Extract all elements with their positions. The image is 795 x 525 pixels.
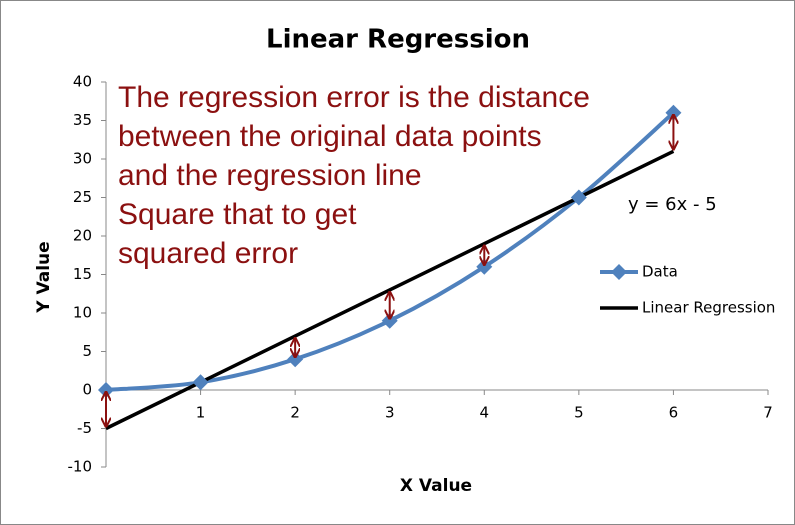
y-tick-label: 40 xyxy=(73,73,92,91)
x-tick-label: 1 xyxy=(196,404,206,422)
legend-label: Data xyxy=(642,263,678,281)
y-axis-title: Y Value xyxy=(34,241,54,313)
y-tick-label: 20 xyxy=(73,227,92,245)
annotation: between the original data points xyxy=(118,120,542,153)
x-tick-label: 2 xyxy=(290,404,300,422)
annotation: and the regression line xyxy=(118,159,422,192)
chart-title: Linear Regression xyxy=(266,25,530,55)
data-marker xyxy=(192,374,209,391)
x-tick-label: 5 xyxy=(574,404,584,422)
legend-label: Linear Regression xyxy=(642,299,775,317)
y-tick-label: 25 xyxy=(73,188,92,206)
x-axis-title: X Value xyxy=(400,476,472,496)
equation: y = 6x - 5 xyxy=(628,194,717,215)
y-tick-label: 10 xyxy=(73,304,92,322)
legend-marker xyxy=(611,264,627,280)
x-tick-label: 3 xyxy=(385,404,395,422)
data-marker xyxy=(570,189,587,206)
x-tick-label: 6 xyxy=(669,404,679,422)
y-tick-label: -10 xyxy=(68,458,93,476)
y-tick-label: 5 xyxy=(82,342,92,360)
annotation: The regression error is the distance xyxy=(118,81,590,114)
y-tick-label: 0 xyxy=(82,381,92,399)
y-tick-label: 30 xyxy=(73,150,92,168)
y-tick-label: -5 xyxy=(77,419,92,437)
x-tick-label: 7 xyxy=(763,404,773,422)
y-tick-label: 35 xyxy=(73,111,92,129)
annotation: Square that to get xyxy=(118,198,357,231)
x-tick-label: 4 xyxy=(480,404,490,422)
annotation: squared error xyxy=(118,237,298,270)
y-tick-label: 15 xyxy=(73,265,92,283)
